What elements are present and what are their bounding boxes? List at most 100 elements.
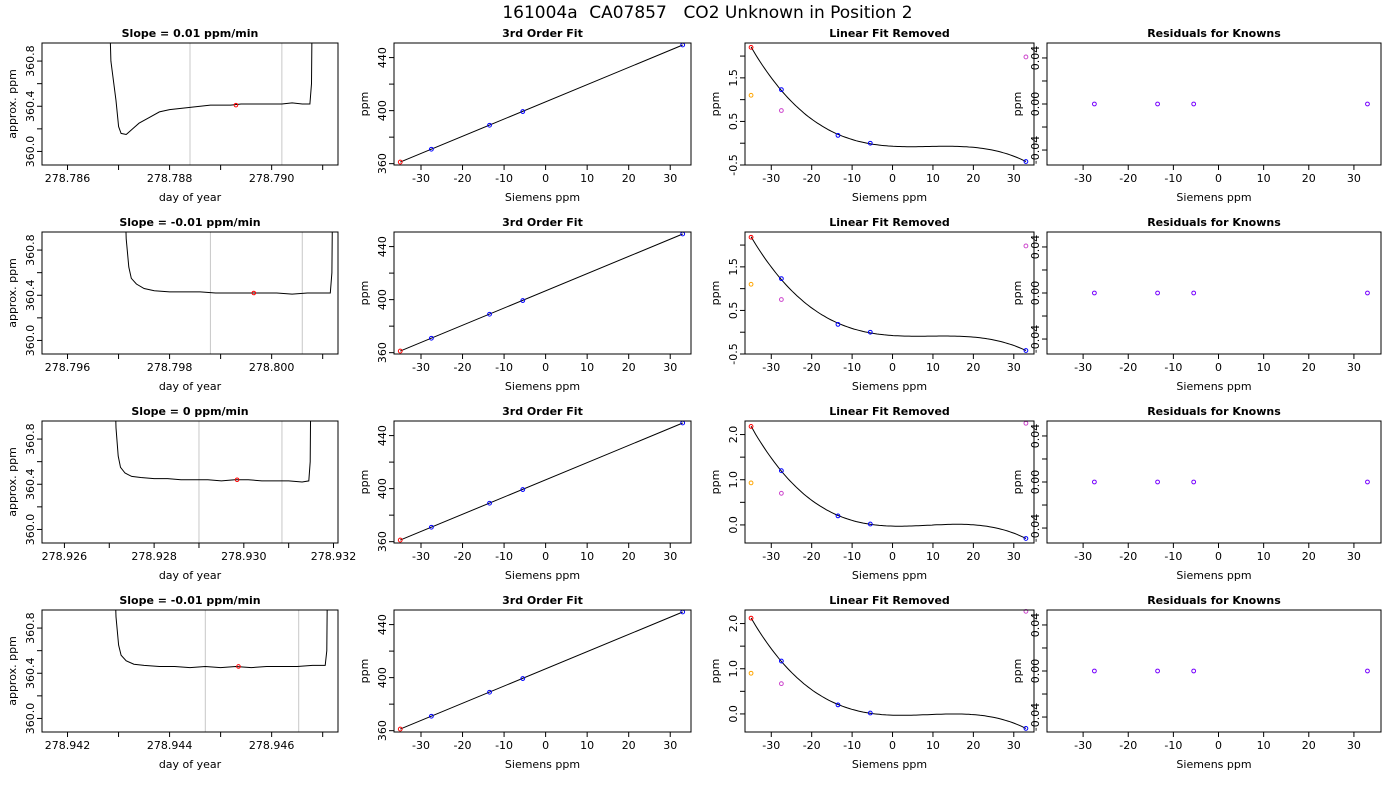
trace-line <box>115 421 312 483</box>
x-tick-label: -30 <box>412 739 430 752</box>
data-point <box>428 524 434 530</box>
y-tick-label: 0.00 <box>1029 281 1042 306</box>
x-tick-label: 278.788 <box>147 172 193 185</box>
y-axis-label: ppm <box>358 281 371 306</box>
y-axis-label: ppm <box>709 659 722 684</box>
y-axis-label: ppm <box>358 92 371 117</box>
current-value-marker <box>251 290 257 296</box>
x-tick-label: -10 <box>843 172 861 185</box>
x-tick-label: 20 <box>622 361 636 374</box>
data-point <box>1155 290 1160 296</box>
data-point <box>835 132 841 138</box>
y-tick-label: 1.0 <box>727 660 740 678</box>
x-tick-label: -10 <box>495 172 513 185</box>
data-point <box>520 109 526 114</box>
x-axis-label: Siemens ppm <box>1176 380 1251 393</box>
plot-frame <box>41 231 339 355</box>
y-tick-label: 0.00 <box>1029 470 1042 495</box>
x-tick-label: -10 <box>1164 550 1182 563</box>
x-tick-label: 10 <box>580 550 594 563</box>
panel-trace-r4: Slope = -0.01 ppm/min 278.942 278.944 278.9… <box>6 594 339 771</box>
plot-frame <box>393 231 692 355</box>
x-tick-label: 0 <box>1215 550 1222 563</box>
panel-residual-curve-r3: Linear Fit Removed -30 -20 -10 0 10 20 30 0.0 1.0… <box>709 405 1035 582</box>
x-tick-label: 30 <box>1007 550 1021 563</box>
x-tick-label: 10 <box>926 739 940 752</box>
y-tick-label: 0.04 <box>1029 613 1042 638</box>
x-tick-label: -30 <box>1074 361 1092 374</box>
plot-frame <box>393 42 692 166</box>
y-tick-label: 360.8 <box>24 423 37 455</box>
x-tick-label: 278.800 <box>249 361 295 374</box>
x-tick-label: 30 <box>1007 361 1021 374</box>
x-tick-label: 0 <box>542 361 549 374</box>
plot-frame <box>1046 42 1382 166</box>
x-tick-label: 278.930 <box>221 550 267 563</box>
data-point <box>748 480 754 486</box>
y-tick-label: 400 <box>376 478 389 499</box>
y-tick-label: 440 <box>376 47 389 68</box>
y-tick-label: 440 <box>376 614 389 635</box>
fit-line <box>400 422 683 541</box>
data-point <box>487 122 492 128</box>
data-point <box>778 490 784 496</box>
x-axis-label: day of year <box>159 191 222 204</box>
x-tick-label: 30 <box>1347 172 1361 185</box>
x-tick-label: 20 <box>966 739 980 752</box>
data-point <box>748 44 754 50</box>
y-axis-label: approx. ppm <box>6 447 19 517</box>
x-tick-label: -20 <box>454 739 472 752</box>
x-tick-label: -10 <box>1164 361 1182 374</box>
figure-title: 161004a CA07857 CO2 Unknown in Position … <box>502 3 912 23</box>
x-tick-label: 10 <box>926 361 940 374</box>
fit-line <box>400 611 683 730</box>
y-axis-label: approx. ppm <box>6 69 19 139</box>
trace-line <box>115 610 328 669</box>
data-point <box>867 710 873 716</box>
y-tick-label: 1.5 <box>727 258 740 276</box>
y-axis-label: ppm <box>709 281 722 306</box>
plot-area <box>750 426 1027 539</box>
x-tick-label: -30 <box>412 172 430 185</box>
y-tick-label: 360.4 <box>24 91 37 123</box>
panel-grid: Slope = 0.01 ppm/min 278.786 278.788 278.79… <box>6 27 1382 771</box>
panel-fit-r4: 3rd Order Fit -30 -20 -10 0 10 20 30 360 400 440 Si… <box>358 594 692 771</box>
x-axis-label: Siemens ppm <box>505 758 580 771</box>
trace-line <box>125 232 333 295</box>
data-point <box>1023 725 1029 731</box>
x-tick-label: -10 <box>495 739 513 752</box>
x-tick-label: 10 <box>580 172 594 185</box>
y-tick-label: -0.04 <box>1029 514 1042 542</box>
data-point <box>867 521 873 527</box>
x-tick-label: -20 <box>1119 172 1137 185</box>
data-point <box>778 658 784 664</box>
x-tick-label: 10 <box>580 361 594 374</box>
x-tick-label: 278.928 <box>131 550 177 563</box>
y-axis-label: ppm <box>358 470 371 495</box>
data-point <box>748 670 754 676</box>
y-tick-label: 360.8 <box>24 612 37 644</box>
plot-area <box>115 610 328 669</box>
x-tick-label: -20 <box>803 361 821 374</box>
panel-trace-r1: Slope = 0.01 ppm/min 278.786 278.788 278.79… <box>6 27 339 204</box>
y-tick-label: 0.04 <box>1029 46 1042 71</box>
cubic-fit-curve <box>750 426 1027 539</box>
y-tick-label: 2.0 <box>727 615 740 633</box>
data-point <box>1155 479 1160 485</box>
data-point <box>1191 479 1197 485</box>
x-tick-label: -20 <box>1119 550 1137 563</box>
plot-frame <box>744 609 1035 733</box>
x-tick-label: 30 <box>663 739 677 752</box>
plot-frame <box>744 42 1035 166</box>
y-axis-label: ppm <box>1011 470 1024 495</box>
x-tick-label: 0 <box>1215 172 1222 185</box>
data-point <box>1191 290 1197 296</box>
data-point <box>487 500 492 506</box>
y-axis-label: ppm <box>1011 92 1024 117</box>
data-point <box>835 321 841 327</box>
data-point <box>397 159 403 165</box>
data-point <box>1023 54 1029 60</box>
x-tick-label: -30 <box>1074 550 1092 563</box>
y-tick-label: 360.0 <box>24 703 37 735</box>
x-tick-label: 278.796 <box>45 361 91 374</box>
